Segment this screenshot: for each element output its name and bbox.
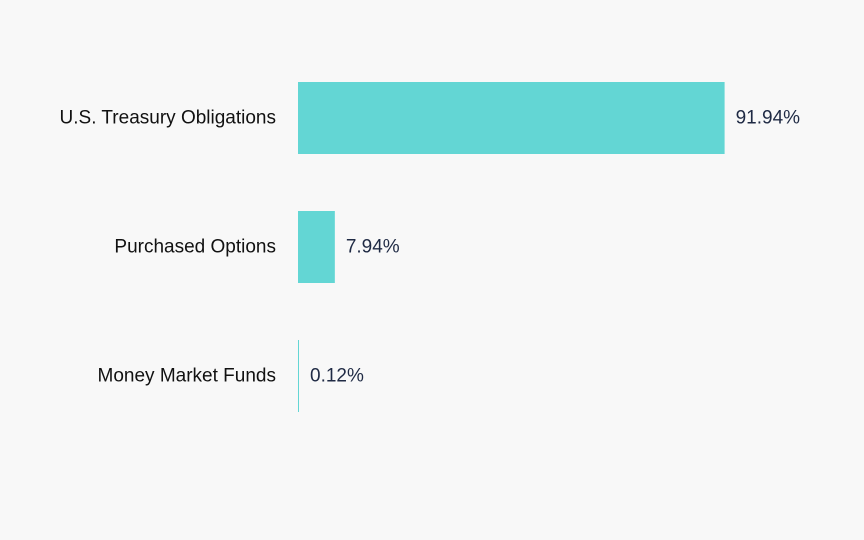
value-label: 91.94% [736, 108, 801, 129]
bar [298, 211, 335, 283]
bar [298, 340, 299, 412]
category-label: Money Market Funds [98, 366, 276, 387]
bar [298, 82, 725, 154]
value-label: 0.12% [310, 366, 364, 387]
value-label: 7.94% [346, 237, 400, 258]
category-label: U.S. Treasury Obligations [60, 108, 276, 129]
labels-layer: U.S. Treasury Obligations 91.94% Purchased… [60, 108, 801, 387]
category-label: Purchased Options [114, 237, 276, 258]
bars-layer [298, 82, 725, 412]
